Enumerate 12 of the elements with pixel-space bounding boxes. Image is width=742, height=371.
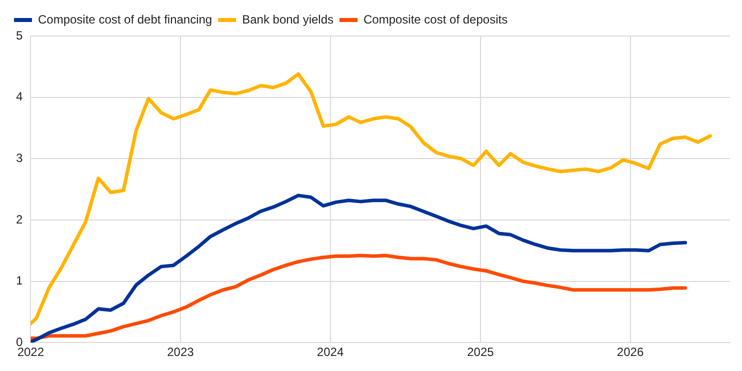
legend-label: Bank bond yields xyxy=(242,12,334,26)
x-tick-label: 2023 xyxy=(167,345,194,360)
y-tick-label: 5 xyxy=(16,28,23,42)
x-tick-label: 2026 xyxy=(616,345,644,360)
legend-label: Composite cost of debt financing xyxy=(38,12,212,26)
y-tick-label: 2 xyxy=(16,212,23,226)
y-tick-label: 3 xyxy=(16,150,23,165)
x-tick-label: 2024 xyxy=(316,345,344,360)
legend-label: Composite cost of deposits xyxy=(363,12,508,26)
x-tick-label: 2025 xyxy=(467,345,494,360)
y-tick-label: 4 xyxy=(16,90,23,104)
y-tick-label: 1 xyxy=(16,274,23,288)
